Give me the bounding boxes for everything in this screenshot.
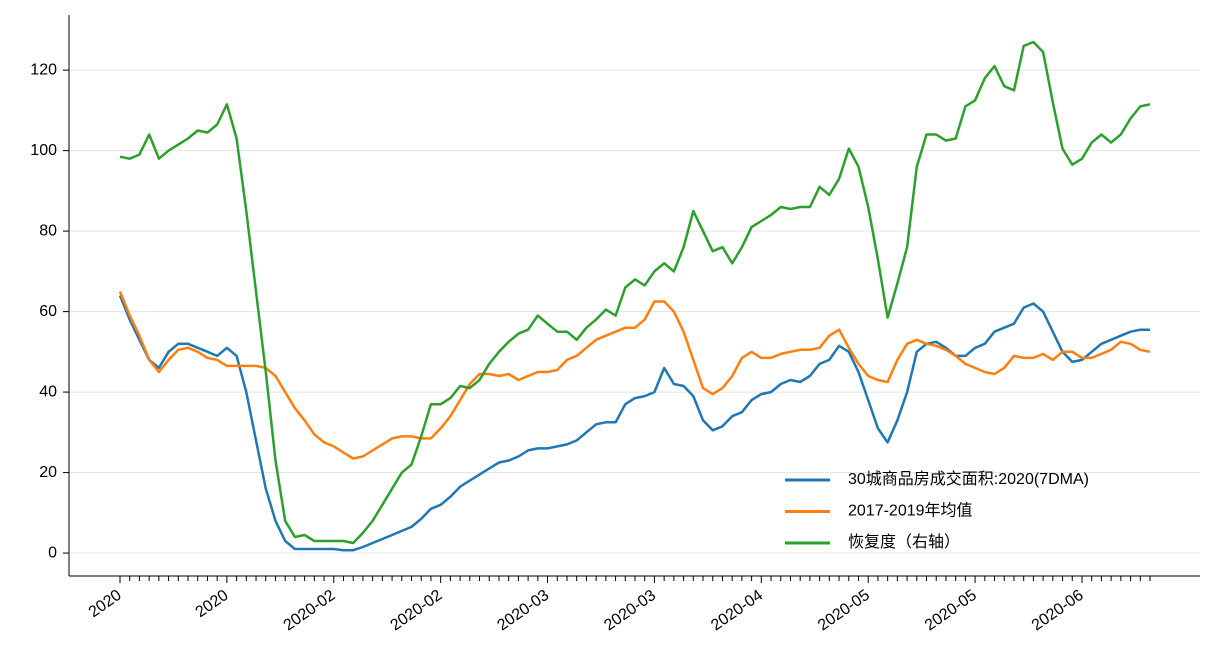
x-tick-label: 2020-02 [281, 587, 339, 635]
x-tick-label: 2020-06 [1029, 587, 1087, 635]
y-tick-label: 60 [39, 303, 57, 320]
y-tick-label: 80 [39, 222, 57, 239]
legend-label: 2017-2019年均值 [848, 502, 973, 520]
x-tick-label: 2020-05 [922, 587, 980, 635]
series-line [118, 291, 1151, 460]
x-tick-label: 2020-03 [494, 587, 552, 635]
y-tick-label: 20 [39, 464, 57, 481]
x-tick-label: 2020 [193, 587, 232, 621]
x-tick-label: 2020-03 [601, 587, 659, 635]
y-tick-label: 100 [30, 142, 57, 159]
series-line [118, 295, 1150, 552]
legend-label: 恢复度（右轴） [848, 533, 960, 551]
x-tick-label: 2020-04 [708, 587, 766, 635]
legend-label: 30城商品房成交面积:2020(7DMA) [848, 470, 1089, 488]
y-tick-label: 0 [48, 544, 57, 561]
x-tick-label: 2020-05 [815, 587, 873, 635]
series-line [119, 40, 1151, 545]
y-tick-label: 120 [30, 61, 57, 78]
x-tick-label: 2020-02 [388, 587, 446, 635]
y-tick-label: 40 [39, 383, 57, 400]
x-tick-label: 2020 [86, 587, 125, 621]
